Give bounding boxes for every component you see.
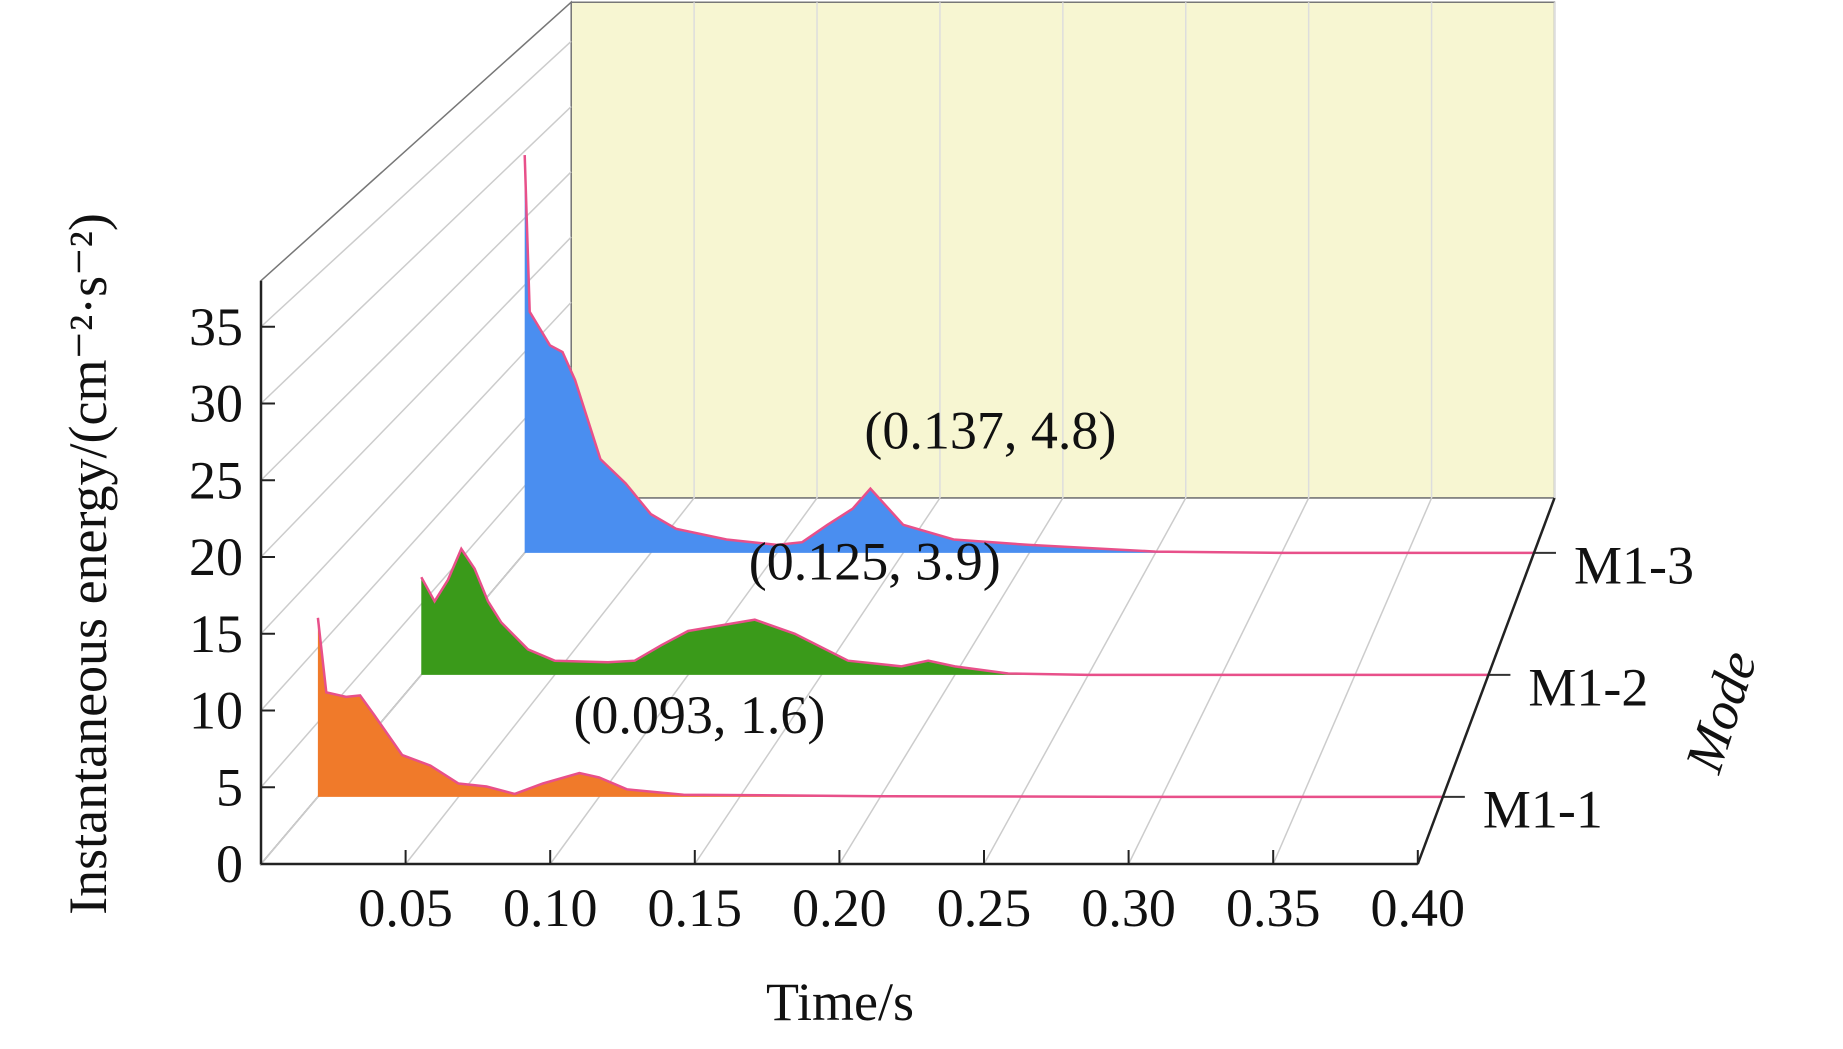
y-tick-label: 0 — [216, 834, 243, 894]
y-tick-label: 10 — [189, 681, 243, 741]
side-grid-line — [260, 497, 572, 865]
series-line — [523, 155, 1534, 555]
floor-grid-line — [694, 497, 941, 865]
y-tick-label: 25 — [189, 450, 243, 510]
floor-grid-line — [405, 497, 695, 865]
x-tick-label: 0.05 — [358, 878, 453, 938]
x-tick-label: 0.15 — [648, 878, 743, 938]
x-tick-label: 0.35 — [1226, 878, 1321, 938]
mode-label: M1-3 — [1574, 535, 1694, 595]
y-axis-label: Instantaneous energy/(cm⁻²·s⁻²) — [58, 213, 118, 915]
side-grid-line — [260, 301, 572, 635]
x-tick-label: 0.30 — [1081, 878, 1176, 938]
floor-grid-line — [1127, 497, 1310, 865]
z-axis-label: Mode — [1673, 644, 1768, 780]
floor-grid-line — [1272, 497, 1433, 865]
y-tick-label: 20 — [189, 527, 243, 587]
series-area — [524, 155, 1534, 553]
floor-grid-line — [838, 497, 1064, 865]
x-tick-label: 0.25 — [937, 878, 1032, 938]
y-tick-label: 15 — [189, 604, 243, 664]
y-tick-label: 5 — [216, 757, 243, 817]
floor-grid-line — [549, 497, 818, 865]
x-axis-label: Time/s — [766, 972, 914, 1032]
annotation: (0.093, 1.6) — [573, 685, 825, 745]
annotation: (0.125, 3.9) — [749, 532, 1001, 592]
x-tick-label: 0.40 — [1371, 878, 1466, 938]
z-axis — [1416, 497, 1556, 865]
floor-grid-line — [983, 497, 1187, 865]
y-tick-label: 35 — [189, 297, 243, 357]
series-line — [316, 617, 1443, 799]
x-tick-label: 0.20 — [792, 878, 887, 938]
x-tick-label: 0.10 — [503, 878, 598, 938]
series-line — [420, 546, 1489, 677]
mode-label: M1-2 — [1528, 657, 1648, 717]
side-grid-line — [260, 367, 572, 712]
side-grid-line — [260, 106, 572, 405]
series-area — [317, 617, 1443, 797]
side-grid-line — [260, 40, 572, 328]
series-area — [421, 548, 1489, 675]
side-grid-line — [260, 171, 572, 481]
mode-label: M1-1 — [1483, 779, 1603, 839]
side-grid-line — [260, 432, 572, 788]
side-grid-line — [260, 236, 572, 558]
y-tick-label: 30 — [189, 374, 243, 434]
annotation: (0.137, 4.8) — [864, 401, 1116, 461]
